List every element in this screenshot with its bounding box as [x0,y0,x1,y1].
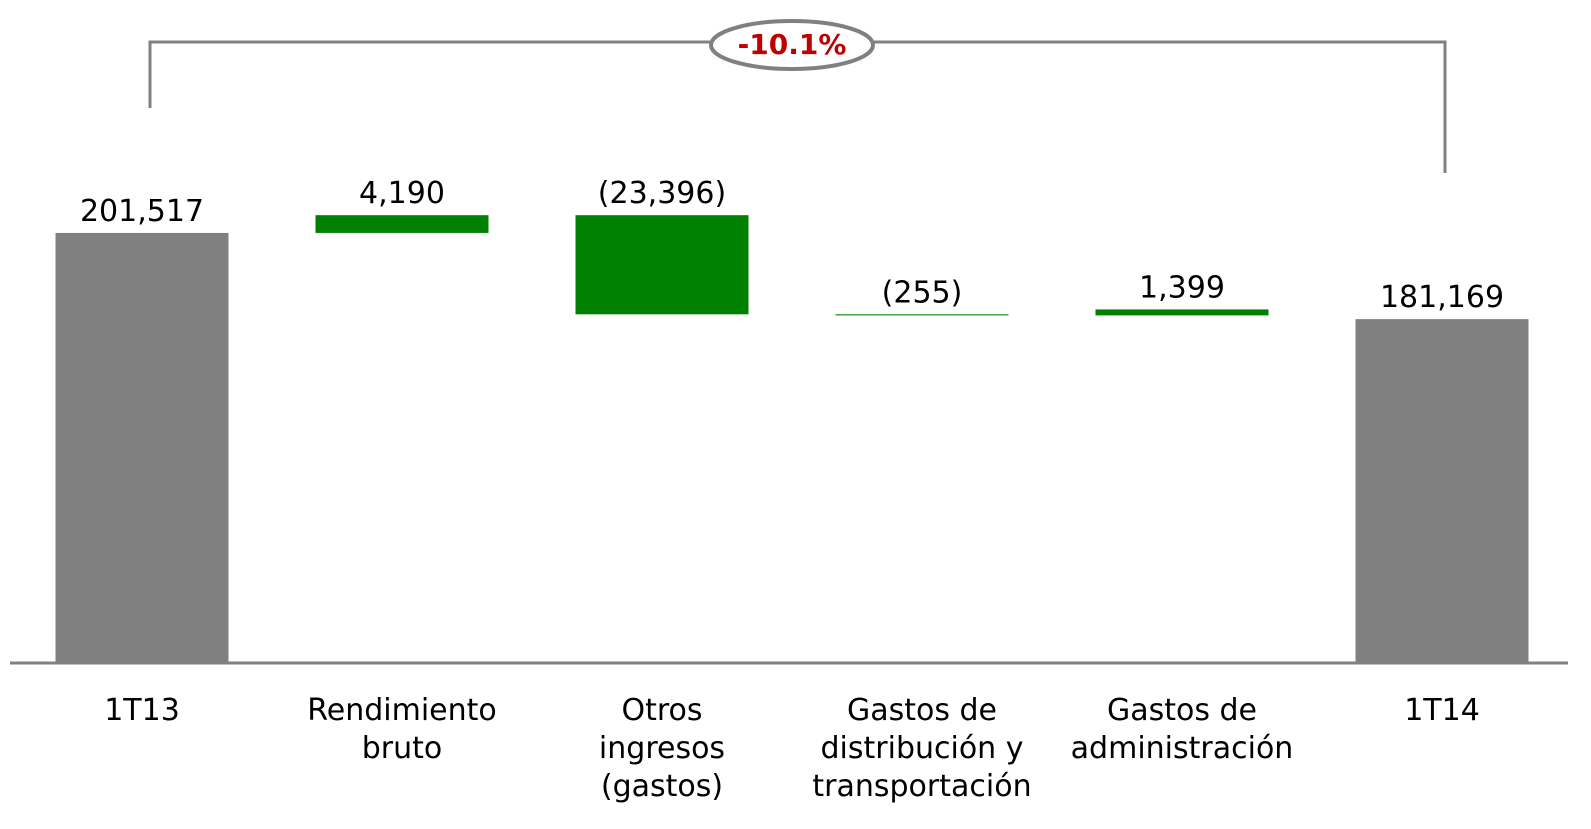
bar [1095,309,1269,316]
annotation: -10.1% [738,28,847,61]
value-label: 201,517 [80,194,204,229]
x-tick-label: Otros ingresos (gastos) [598,693,726,804]
value-label: 1,399 [1139,270,1225,305]
bar [575,215,749,315]
bar [835,314,1009,316]
x-tick-label: Rendimiento bruto [307,693,497,766]
x-tick-label: 1T14 [1404,693,1480,728]
value-label: 4,190 [359,176,445,211]
value-label: (255) [882,275,963,310]
value-label: (23,396) [598,176,726,211]
x-tick-label: Gastos de distribución y transportación [812,693,1032,804]
value-label: 181,169 [1380,280,1504,315]
bar [1355,319,1529,663]
bar [315,215,489,233]
x-tick-label: 1T13 [104,693,180,728]
bar [55,232,229,663]
bracket-left [148,40,710,108]
bracket-right [874,40,1447,173]
x-tick-label: Gastos de administración [1070,693,1294,766]
annotation-ellipse [709,19,875,71]
